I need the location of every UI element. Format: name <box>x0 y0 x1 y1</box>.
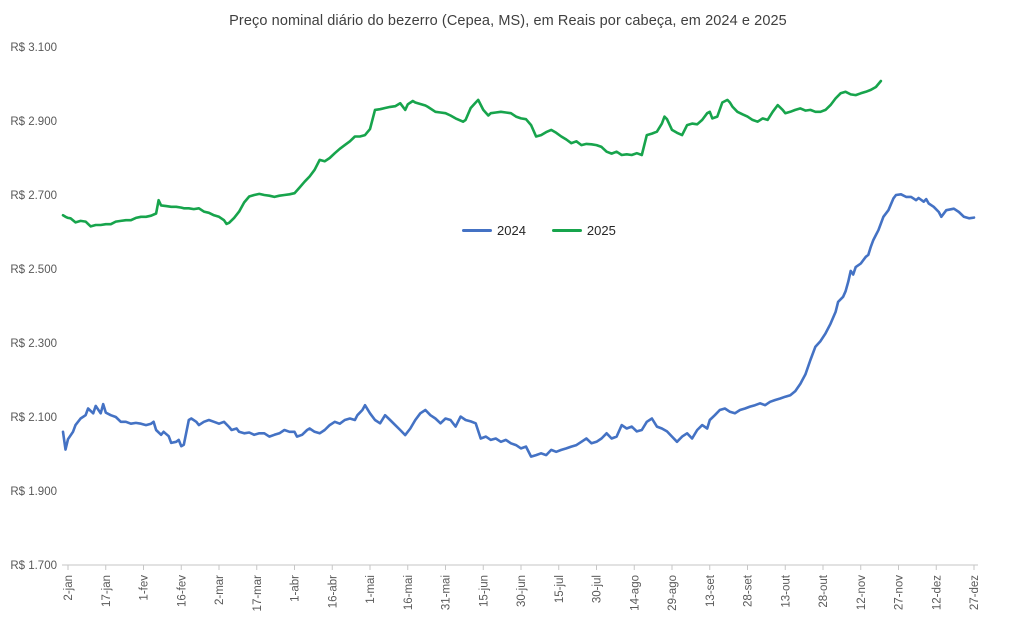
x-axis-tick-label: 30-jul <box>592 575 604 603</box>
x-axis-tick-label: 28-out <box>818 574 830 607</box>
x-axis-tick-label: 16-fev <box>176 575 188 607</box>
y-axis-tick-label: R$ 2.700 <box>10 190 57 202</box>
chart-title: Preço nominal diário do bezerro (Cepea, … <box>229 13 787 29</box>
legend-swatch-2025-icon <box>551 229 582 232</box>
y-axis-tick-label: R$ 2.100 <box>10 412 57 424</box>
x-axis-tick-label: 31-mai <box>441 575 453 610</box>
x-axis-tick-label: 30-jun <box>516 575 528 607</box>
y-axis-tick-label: R$ 1.900 <box>10 486 57 498</box>
x-axis-tick-label: 2-mar <box>214 575 226 605</box>
x-axis-tick-label: 13-out <box>780 574 792 607</box>
x-axis-tick-label: 2-jan <box>63 575 75 601</box>
x-axis-tick-label: 16-mai <box>403 575 415 610</box>
y-axis-tick-label: R$ 1.700 <box>10 560 57 572</box>
legend-item-2025: 2025 <box>551 223 616 238</box>
x-axis-tick-label: 17-mar <box>252 575 264 612</box>
legend-swatch-2024-icon <box>462 229 492 232</box>
legend-label-2025: 2025 <box>586 223 616 238</box>
series-line-2024 <box>61 193 976 458</box>
x-axis-tick-label: 14-ago <box>629 575 641 611</box>
y-axis-tick-label: R$ 2.500 <box>10 264 57 276</box>
y-axis-tick-label: R$ 2.900 <box>10 116 57 128</box>
x-axis-tick-label: 15-jul <box>554 575 566 603</box>
legend-label-2024: 2024 <box>497 223 526 238</box>
x-axis-tick-label: 16-abr <box>327 575 339 608</box>
y-axis-tick-label: R$ 3.100 <box>10 42 57 54</box>
x-axis-tick-label: 1-mai <box>365 575 377 604</box>
x-axis-tick-label: 28-set <box>743 574 755 607</box>
x-axis-tick-label: 1-fev <box>139 575 151 601</box>
x-axis-tick-label: 12-nov <box>856 575 868 610</box>
x-axis-tick-label: 15-jun <box>478 575 490 607</box>
x-axis-tick-label: 27-nov <box>894 575 906 610</box>
x-axis-tick-label: 1-abr <box>290 575 302 602</box>
x-axis-tick-label: 29-ago <box>667 575 679 611</box>
x-axis-tick-label: 12-dez <box>931 575 943 610</box>
legend-item-2024: 2024 <box>462 223 526 238</box>
y-axis-tick-label: R$ 2.300 <box>10 338 57 350</box>
x-axis-tick-label: 17-jan <box>101 575 113 607</box>
series-line-2025 <box>61 79 883 228</box>
x-axis-tick-label: 13-set <box>705 574 717 607</box>
x-axis-tick-label: 27-dez <box>969 575 981 610</box>
chart-legend: 2024 2025 <box>462 223 616 238</box>
